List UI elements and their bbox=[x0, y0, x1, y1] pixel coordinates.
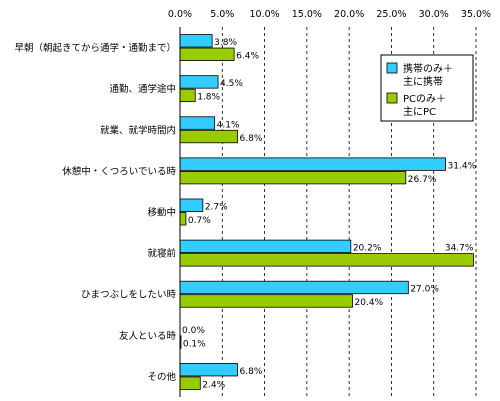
x-tick-label: 20.0% bbox=[334, 9, 364, 20]
bar bbox=[179, 47, 235, 61]
data-label: 34.7% bbox=[445, 244, 474, 254]
data-label: 4.1% bbox=[217, 120, 240, 130]
data-label: 31.4% bbox=[448, 161, 477, 171]
legend-entry: 主に携帯 bbox=[403, 75, 443, 88]
data-label: 0.0% bbox=[182, 326, 205, 336]
x-tick-label: 35.0% bbox=[461, 9, 491, 20]
category-label: 通勤、通学途中 bbox=[109, 83, 176, 95]
data-label: 6.8% bbox=[240, 367, 263, 377]
data-label: 26.7% bbox=[408, 175, 437, 185]
data-label: 6.8% bbox=[240, 134, 263, 144]
bar bbox=[179, 88, 196, 103]
bar bbox=[179, 129, 238, 144]
bar bbox=[179, 212, 187, 226]
data-label: 2.7% bbox=[205, 203, 228, 213]
category-label: 就寝前 bbox=[147, 248, 176, 260]
legend-entry: 主にPC bbox=[403, 106, 436, 118]
x-tick-label: 15.0% bbox=[292, 9, 322, 20]
bar bbox=[179, 294, 353, 308]
bar bbox=[179, 239, 352, 254]
category-label: その他 bbox=[147, 371, 176, 383]
data-label: 27.0% bbox=[410, 285, 439, 295]
bar bbox=[179, 157, 446, 171]
data-label: 20.2% bbox=[353, 244, 382, 254]
category-label: 友人といる時 bbox=[119, 330, 177, 342]
bar bbox=[179, 280, 409, 295]
category-label: ひまつぶしをしたい時 bbox=[81, 290, 177, 301]
legend-entry: PCのみ＋ bbox=[403, 94, 446, 105]
bar bbox=[179, 363, 238, 377]
legend: 携帯のみ＋主に携帯 PCのみ＋主にPC bbox=[380, 54, 474, 122]
data-label: 20.4% bbox=[355, 298, 384, 308]
data-label: 3.8% bbox=[214, 38, 237, 48]
bar bbox=[179, 170, 407, 185]
data-label: 1.8% bbox=[197, 93, 220, 103]
bar bbox=[179, 34, 213, 48]
x-tick-labels: 0.0% 5.0% 10.0% 15.0% 20.0% 25.0% 30.0% 35.0% bbox=[168, 9, 491, 20]
bar bbox=[179, 116, 216, 130]
category-label: 就業、就学時間内 bbox=[100, 124, 176, 136]
category-label: 休憩中・くつろいでいる時 bbox=[62, 165, 176, 177]
x-tick-label: 10.0% bbox=[249, 9, 279, 20]
data-label: 6.4% bbox=[236, 52, 259, 62]
legend-entry: 携帯のみ＋ bbox=[403, 62, 453, 75]
data-label: 2.4% bbox=[202, 380, 225, 390]
legend-swatch bbox=[386, 62, 398, 74]
data-label: 0.7% bbox=[188, 216, 211, 226]
data-label: 4.5% bbox=[220, 79, 243, 89]
bar bbox=[179, 376, 201, 390]
x-tick-label: 30.0% bbox=[419, 9, 449, 20]
data-labels: 3.8%6.4%4.5%1.8%4.1%6.8%31.4%26.7%2.7%0.… bbox=[182, 38, 477, 390]
bar bbox=[179, 198, 204, 212]
data-label: 0.1% bbox=[183, 339, 206, 349]
category-labels: 早朝（朝起きてから通学・通勤まで） 通勤、通学途中就業、就学時間内休憩中・くつろい… bbox=[14, 42, 176, 383]
legend-swatch bbox=[386, 92, 398, 104]
category-label: 移動中 bbox=[147, 207, 176, 219]
x-tick-label: 25.0% bbox=[376, 9, 406, 20]
bar bbox=[179, 253, 474, 267]
bars bbox=[179, 34, 474, 390]
grid-lines bbox=[221, 27, 477, 397]
x-tick-label: 0.0% bbox=[168, 9, 192, 20]
bar bbox=[179, 75, 219, 89]
x-tick-label: 5.0% bbox=[210, 9, 234, 20]
category-label: 早朝（朝起きてから通学・通勤まで） bbox=[14, 42, 176, 54]
